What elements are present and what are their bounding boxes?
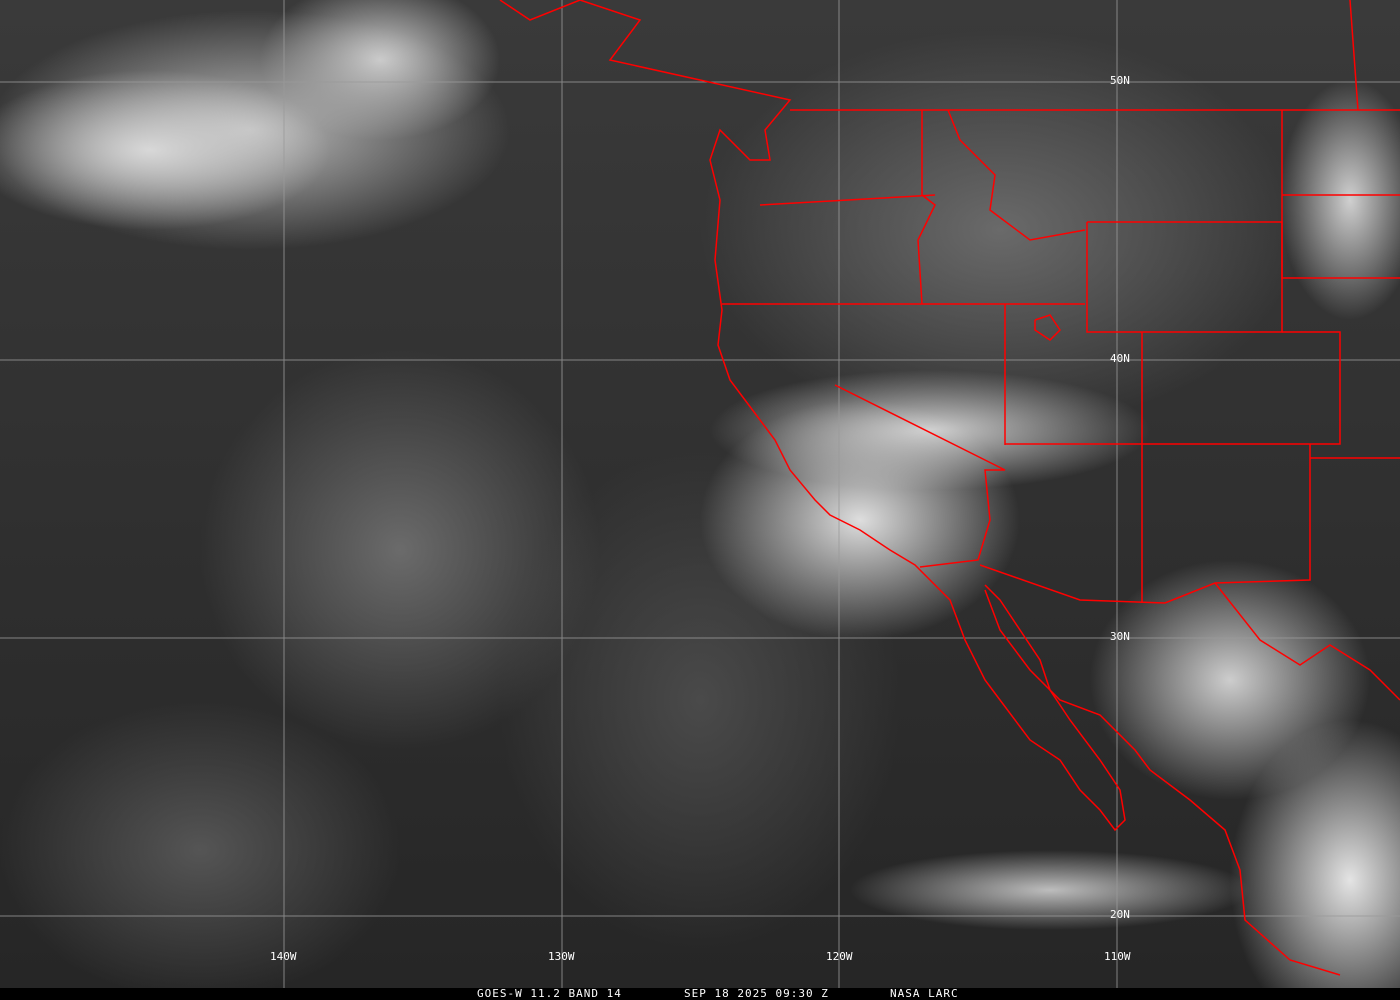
- coastline: [499, 0, 1126, 832]
- lon-label-130w: 130W: [548, 950, 575, 963]
- lat-label-40n: 40N: [1110, 352, 1130, 365]
- mt-dakota-border: [1281, 110, 1400, 279]
- datetime-label: SEP 18 2025 09:30 Z: [684, 987, 829, 1000]
- four-corners-line: [1005, 331, 1341, 445]
- canada-prov-border: [1349, 0, 1359, 111]
- lon-label-140w: 140W: [270, 950, 297, 963]
- lat-label-20n: 20N: [1110, 908, 1130, 921]
- ca-nv-border: [834, 384, 1006, 568]
- political-borders: [499, 0, 1400, 976]
- nm-border: [979, 444, 1311, 604]
- wa-or-border: [759, 194, 936, 206]
- lat-label-50n: 50N: [1110, 74, 1130, 87]
- mexico-coast: [984, 589, 1341, 976]
- lon-label-120w: 120W: [826, 950, 853, 963]
- id-mt-border: [947, 109, 1086, 241]
- caption-bar: GOES-W 11.2 BAND 14 SEP 18 2025 09:30 Z …: [0, 987, 1400, 1000]
- wy-border: [1086, 221, 1283, 333]
- product-label: GOES-W 11.2 BAND 14: [477, 987, 622, 1000]
- lat-label-30n: 30N: [1110, 630, 1130, 643]
- source-label: NASA LARC: [890, 987, 959, 1000]
- great-salt-lake: [1034, 314, 1061, 341]
- wa-id-border: [917, 110, 936, 305]
- rio-grande-border: [1214, 582, 1400, 701]
- lon-label-110w: 110W: [1104, 950, 1131, 963]
